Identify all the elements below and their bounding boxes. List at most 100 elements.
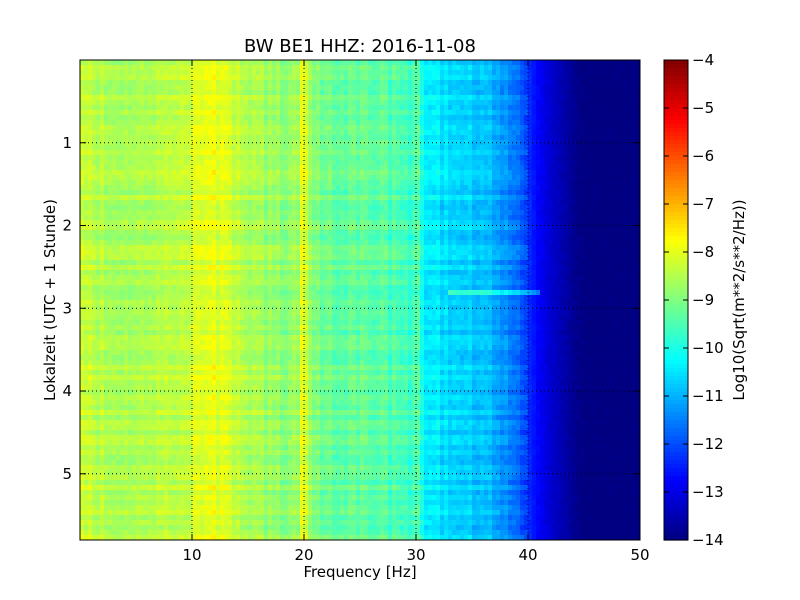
heatmap-cell [88,90,93,96]
heatmap-cell [384,145,389,151]
heatmap-cell [240,205,245,211]
heatmap-cell [164,170,169,176]
heatmap-cell [304,95,309,101]
heatmap-cell [604,180,609,186]
heatmap-cell [92,175,97,181]
heatmap-cell [196,60,201,66]
heatmap-cell [236,210,241,216]
heatmap-cell [552,175,557,181]
heatmap-cell [144,85,149,91]
heatmap-cell [456,230,461,236]
heatmap-cell [148,210,153,216]
heatmap-cell [592,105,597,111]
heatmap-cell [324,75,329,81]
heatmap-cell [176,175,181,181]
heatmap-cell [84,60,89,66]
heatmap-cell [336,80,341,86]
heatmap-cell [472,145,477,151]
heatmap-cell [520,100,525,106]
heatmap-cell [496,225,501,231]
heatmap-cell [608,175,613,181]
heatmap-cell [304,75,309,81]
heatmap-cell [308,145,313,151]
heatmap-cell [296,60,301,66]
heatmap-cell [416,65,421,71]
heatmap-cell [208,65,213,71]
heatmap-cell [188,145,193,151]
heatmap-cell [116,215,121,221]
heatmap-cell [532,185,537,191]
heatmap-cell [96,60,101,66]
heatmap-cell [168,195,173,201]
heatmap-cell [444,170,449,176]
heatmap-cell [216,95,221,101]
heatmap-cell [92,145,97,151]
heatmap-cell [288,215,293,221]
heatmap-cell [108,85,113,91]
heatmap-cell [516,220,521,226]
heatmap-cell [232,190,237,196]
heatmap-cell [260,95,265,101]
heatmap-cell [280,90,285,96]
heatmap-cell [268,70,273,76]
heatmap-cell [608,115,613,121]
heatmap-cell [148,180,153,186]
heatmap-cell [624,130,629,136]
heatmap-cell [636,180,640,186]
heatmap-cell [456,175,461,181]
heatmap-cell [528,190,533,196]
heatmap-cell [360,190,365,196]
heatmap-cell [356,235,361,241]
heatmap-cell [332,160,337,166]
heatmap-cell [288,75,293,81]
heatmap-cell [436,80,441,86]
heatmap-cell [568,160,573,166]
heatmap-cell [476,175,481,181]
heatmap-cell [216,205,221,211]
heatmap-cell [80,90,85,96]
heatmap-cell [540,200,545,206]
heatmap-cell [100,235,105,241]
heatmap-cell [448,160,453,166]
heatmap-cell [296,125,301,131]
heatmap-cell [360,120,365,126]
heatmap-cell [436,65,441,71]
heatmap-cell [436,60,441,66]
heatmap-cell [536,195,541,201]
heatmap-cell [592,210,597,216]
heatmap-cell [368,110,373,116]
heatmap-cell [532,95,537,101]
heatmap-cell [620,180,625,186]
heatmap-cell [580,80,585,86]
heatmap-cell [404,60,409,66]
heatmap-cell [164,185,169,191]
heatmap-cell [204,95,209,101]
heatmap-cell [116,185,121,191]
heatmap-cell [128,175,133,181]
heatmap-cell [220,120,225,126]
heatmap-cell [472,80,477,86]
heatmap-cell [320,145,325,151]
heatmap-cell [136,225,141,231]
heatmap-cell [412,105,417,111]
heatmap-cell [132,230,137,236]
heatmap-cell [352,75,357,81]
heatmap-cell [300,130,305,136]
heatmap-cell [460,145,465,151]
heatmap-cell [92,235,97,241]
heatmap-cell [212,200,217,206]
heatmap-cell [408,65,413,71]
heatmap-cell [376,150,381,156]
heatmap-cell [476,65,481,71]
heatmap-cell [484,70,489,76]
heatmap-cell [316,180,321,186]
heatmap-cell [292,190,297,196]
heatmap-cell [328,155,333,161]
heatmap-cell [172,70,177,76]
heatmap-cell [364,115,369,121]
heatmap-cell [532,135,537,141]
heatmap-cell [120,85,125,91]
heatmap-cell [460,125,465,131]
heatmap-cell [520,220,525,226]
heatmap-cell [500,140,505,146]
